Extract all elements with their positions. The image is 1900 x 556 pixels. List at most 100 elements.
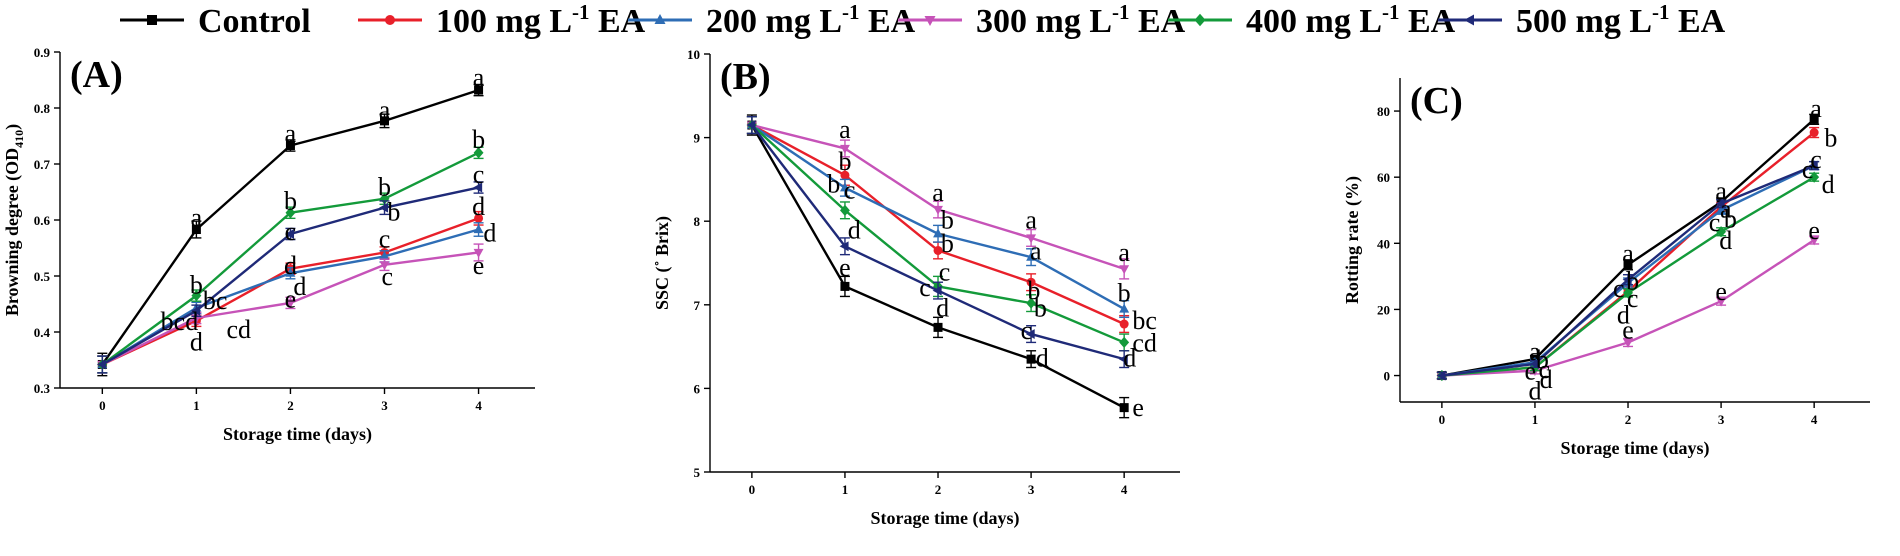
- series-5: [96, 181, 484, 374]
- significance-label: d: [1540, 365, 1553, 394]
- significance-label: d: [1719, 226, 1732, 255]
- significance-label: c: [382, 262, 394, 291]
- legend-label: 400 mg L-1 EA: [1246, 0, 1456, 40]
- data-point: [1623, 260, 1633, 270]
- x-tick-label: 4: [1811, 412, 1818, 427]
- legend-label-unit: 100 mg L: [436, 3, 572, 40]
- legend-item: 100 mg L-1 EA: [358, 0, 646, 40]
- significance-label: a: [1622, 239, 1634, 268]
- series-5: [746, 115, 1130, 369]
- data-point: [379, 261, 390, 271]
- data-point: [191, 225, 201, 235]
- significance-label: e: [1525, 357, 1537, 386]
- x-tick-label: 4: [475, 398, 482, 413]
- data-point: [1622, 274, 1632, 285]
- data-point: [191, 289, 202, 302]
- significance-label: e: [1622, 315, 1634, 344]
- data-point: [380, 116, 390, 126]
- data-point: [1716, 226, 1727, 238]
- data-point: [1026, 277, 1036, 287]
- legend-label: 200 mg L-1 EA: [706, 0, 916, 40]
- significance-label: c: [939, 257, 951, 286]
- data-point: [1119, 336, 1130, 349]
- significance-label: e: [1715, 277, 1727, 306]
- data-point: [1119, 403, 1129, 413]
- x-tick-label: 0: [99, 398, 106, 413]
- significance-label: b: [1027, 276, 1040, 305]
- significance-label: d: [1123, 343, 1136, 372]
- significance-label: b: [1626, 266, 1639, 295]
- y-tick-label: 0.4: [34, 325, 51, 340]
- data-point: [933, 322, 943, 332]
- significance-label: bcd: [161, 307, 199, 336]
- y-tick-label: 20: [1377, 302, 1390, 317]
- data-point: [1118, 354, 1128, 365]
- legend-label-exponent: -1: [1112, 0, 1130, 24]
- data-point: [190, 305, 200, 316]
- significance-label: d: [936, 293, 949, 322]
- y-tick-label: 0.8: [34, 101, 51, 116]
- significance-label: c: [1538, 355, 1550, 384]
- data-point: [746, 120, 756, 131]
- significance-label: b: [378, 172, 391, 201]
- y-tick-label: 7: [694, 298, 701, 313]
- significance-label: e: [839, 253, 851, 282]
- legend-label-exponent: -1: [572, 0, 590, 24]
- significance-label: a: [1720, 195, 1732, 224]
- significance-label: c: [1802, 155, 1814, 184]
- significance-label: d: [1036, 343, 1049, 372]
- data-point: [473, 248, 484, 258]
- data-point: [1809, 114, 1819, 124]
- y-axis-title: Rotting rate (%): [1342, 176, 1363, 304]
- data-point: [474, 85, 484, 95]
- data-point: [285, 229, 295, 239]
- y-axis-title: SSC (˚ Brix): [652, 216, 673, 310]
- data-point: [473, 224, 484, 234]
- significance-label: c: [285, 217, 297, 246]
- data-point: [1026, 354, 1036, 364]
- significance-label: bc: [1132, 306, 1157, 335]
- y-axis-title-main: Rotting rate (%): [1342, 176, 1363, 304]
- panel-a: 0.3 0.4 0.5 0.6 0.7 0.8 0.9 0 1 2 3 4 (A) Storage tim…: [2, 45, 535, 445]
- significance-label: a: [285, 119, 297, 148]
- data-point: [933, 205, 943, 215]
- data-point: [1025, 329, 1035, 340]
- significance-label: a: [1529, 337, 1541, 366]
- series-5: [1436, 160, 1820, 381]
- significance-label: d: [1822, 170, 1835, 199]
- significance-label: a: [191, 203, 203, 232]
- significance-label: a: [379, 96, 391, 125]
- legend-label-unit: 300 mg L: [976, 3, 1112, 40]
- data-point: [839, 241, 849, 252]
- x-tick-label: 3: [1718, 412, 1725, 427]
- significance-label: a: [1025, 206, 1037, 235]
- legend-marker: [1464, 14, 1474, 26]
- y-tick-label: 0.3: [34, 381, 51, 396]
- legend-marker: [385, 15, 395, 25]
- data-point: [1119, 319, 1129, 329]
- legend-label-exponent: -1: [842, 0, 860, 24]
- x-axis-title: Storage time (days): [223, 424, 372, 445]
- legend-item: 500 mg L-1 EA: [1438, 0, 1726, 40]
- x-tick-label: 2: [935, 482, 942, 497]
- data-point: [1026, 297, 1037, 309]
- legend-label-suffix: EA: [1670, 3, 1726, 40]
- x-tick-label: 3: [381, 398, 388, 413]
- legend-marker: [147, 15, 157, 25]
- significance-label: b: [827, 170, 840, 199]
- significance-label: c: [844, 175, 856, 204]
- legend-item: Control: [120, 3, 311, 40]
- data-point: [1436, 370, 1446, 381]
- significance-label: e: [473, 251, 485, 280]
- panel-label: (C): [1410, 80, 1463, 122]
- y-tick-label: 60: [1377, 170, 1390, 185]
- data-point: [1623, 287, 1633, 299]
- significance-label: c: [1021, 316, 1033, 345]
- panel-label: (B): [720, 56, 771, 98]
- legend-label: Control: [198, 3, 311, 40]
- data-point: [1623, 338, 1633, 348]
- significance-label: d: [1528, 376, 1541, 405]
- legend-label-exponent: -1: [1382, 0, 1400, 24]
- significance-label: c: [1613, 274, 1625, 303]
